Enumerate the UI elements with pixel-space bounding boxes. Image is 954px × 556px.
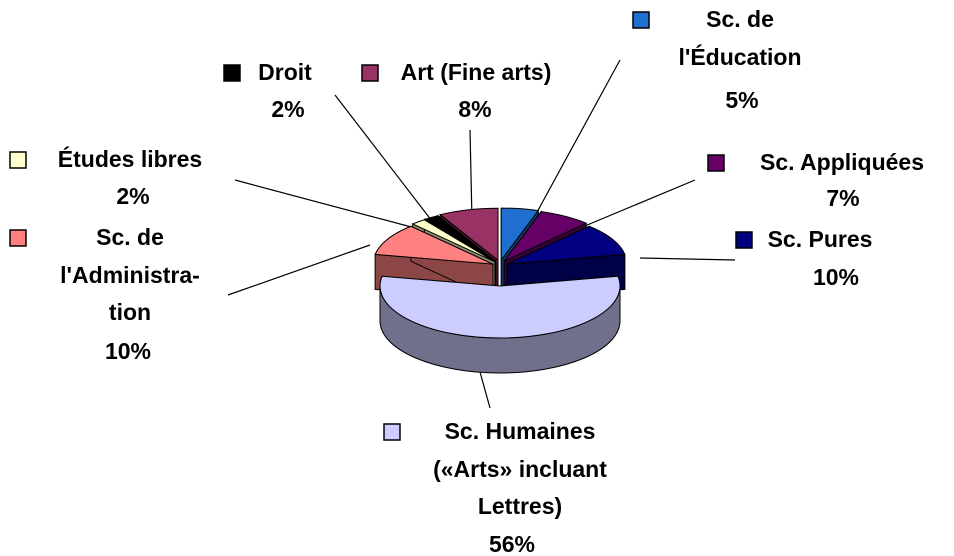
slice-top (503, 211, 588, 262)
legend-swatch (707, 154, 725, 172)
slice-top (506, 225, 626, 265)
slice-top (379, 275, 621, 339)
legend-swatch (735, 231, 753, 249)
legend-swatch (383, 423, 401, 441)
leader-line (479, 371, 491, 409)
value-label: 10% (812, 264, 860, 290)
slice-top (500, 207, 540, 262)
leader-line (334, 94, 436, 226)
slice-top (423, 215, 497, 262)
value-label: 56% (488, 531, 536, 556)
leader-lines (227, 59, 736, 409)
slice-top (439, 207, 499, 262)
category-label: Sc. Appliquées (759, 149, 925, 175)
leader-line (469, 129, 473, 221)
value-label: 7% (826, 185, 860, 211)
value-label: 8% (458, 96, 492, 122)
category-label: Sc. Humaines («Arts» incluant Lettres) (433, 418, 607, 519)
legend-swatch (361, 64, 379, 82)
legend-swatch (632, 11, 650, 29)
legend-swatch (9, 229, 27, 247)
legend-swatch (9, 151, 27, 169)
category-label: Études libres (57, 146, 203, 172)
category-label: Sc. Pures (767, 226, 873, 252)
slice-top (374, 225, 494, 265)
legend-swatch (223, 64, 241, 82)
category-label: Art (Fine arts) (400, 59, 552, 85)
leader-line (234, 179, 416, 229)
leader-line (639, 257, 736, 261)
leader-line (227, 244, 371, 296)
value-label: 5% (725, 87, 759, 113)
leader-line (579, 179, 696, 229)
value-label: 10% (104, 338, 152, 364)
value-label: 2% (271, 96, 305, 122)
slice (379, 275, 621, 374)
category-label: Droit (258, 59, 312, 85)
category-label: Sc. de l'Administra- tion (60, 224, 200, 325)
value-label: 2% (116, 183, 150, 209)
leader-line (529, 59, 621, 226)
category-label: Sc. de l'Éducation (678, 6, 802, 70)
slice-top (411, 219, 496, 263)
